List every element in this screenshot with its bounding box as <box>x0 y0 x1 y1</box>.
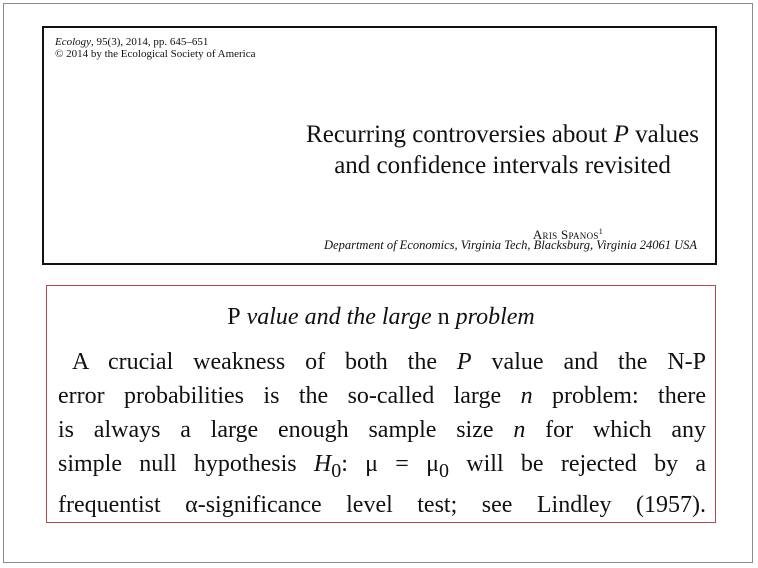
author: Aris Spanos1 <box>533 227 603 243</box>
body-line: error probabilities is the so-called lar… <box>58 379 706 413</box>
callout-body: A crucial weakness of both the P value a… <box>58 345 706 522</box>
body-line: is always a large enough sample size n f… <box>58 413 706 447</box>
title-text: Recurring controversies about <box>306 121 614 148</box>
body-line: A crucial weakness of both the P value a… <box>58 345 706 379</box>
paper-title: Recurring controversies about P values a… <box>306 119 699 181</box>
body-text: is always a large enough sample size <box>58 417 514 443</box>
heading-text: n <box>437 304 450 330</box>
heading-text: problem <box>449 304 535 330</box>
journal-volume: , 95(3), 2014, pp. 645–651 <box>91 36 209 48</box>
body-text: 0 <box>439 459 449 482</box>
affiliation: Department of Economics, Virginia Tech, … <box>324 238 697 252</box>
body-line: simple null hypothesis H0: μ = μ0 will b… <box>58 447 706 488</box>
body-text: will be rejected by a <box>449 451 707 477</box>
body-text: problem: there <box>532 383 706 409</box>
heading-text: P <box>227 304 241 330</box>
title-p-symbol: P <box>613 121 629 148</box>
quote-callout-box: P value and the large n problem A crucia… <box>46 285 716 523</box>
paper-header-box: Ecology, 95(3), 2014, pp. 645–651 © 2014… <box>42 26 717 265</box>
title-line-2: and confidence intervals revisited <box>334 152 671 179</box>
body-line: frequentist α-significance level test; s… <box>58 491 706 518</box>
author-footnote-mark: 1 <box>598 227 603 236</box>
citation: Ecology, 95(3), 2014, pp. 645–651 © 2014… <box>55 36 256 60</box>
body-text: n <box>513 417 526 443</box>
body-text: simple null hypothesis <box>58 451 314 477</box>
body-text: 0 <box>331 459 342 482</box>
body-text: error probabilities is the so-called lar… <box>58 383 521 409</box>
heading-text: value and the large <box>240 304 438 330</box>
body-text: A crucial weakness of both the <box>72 349 457 375</box>
slide-frame: Ecology, 95(3), 2014, pp. 645–651 © 2014… <box>3 3 753 563</box>
body-text: H <box>313 451 332 477</box>
copyright-line: © 2014 by the Ecological Society of Amer… <box>55 48 256 60</box>
body-text: n <box>520 383 533 409</box>
body-text: for which any <box>525 417 706 443</box>
body-text: value and the N-P <box>471 349 706 375</box>
callout-heading: P value and the large n problem <box>47 303 715 331</box>
body-text: P <box>456 349 472 375</box>
journal-name: Ecology <box>55 36 92 48</box>
author-name: Aris Spanos <box>532 227 599 242</box>
title-text: values <box>628 121 699 148</box>
body-text: : μ = μ <box>341 451 439 477</box>
